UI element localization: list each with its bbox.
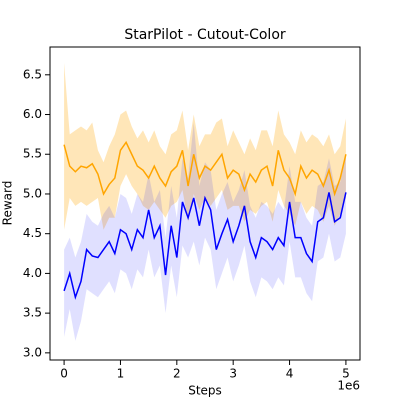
y-tick-label: 6.5 [23,67,42,81]
x-tick-label: 3 [229,367,237,381]
y-axis-label: Reward [1,181,15,226]
line [63,192,347,300]
y-tick-label: 6.0 [23,107,42,121]
band [64,62,346,230]
x-axis-label: Steps [188,384,222,398]
chart-title: StarPilot - Cutout-Color [124,27,286,43]
y-tick-label: 3.0 [23,345,42,359]
y-tick-label: 4.5 [23,226,42,240]
band [64,122,346,341]
y-tick-label: 4.0 [23,266,42,280]
x-tick-label: 2 [173,367,181,381]
x-tick-label: 4 [286,367,294,381]
x-offset-label: 1e6 [337,379,360,393]
y-tick-label: 3.5 [23,306,42,320]
x-tick-label: 5 [342,367,350,381]
x-tick-label: 1 [117,367,125,381]
y-tick-label: 5.0 [23,186,42,200]
y-tick-label: 5.5 [23,147,42,161]
line [63,140,347,197]
axes-frame [49,46,361,361]
x-tick-label: 0 [60,367,68,381]
